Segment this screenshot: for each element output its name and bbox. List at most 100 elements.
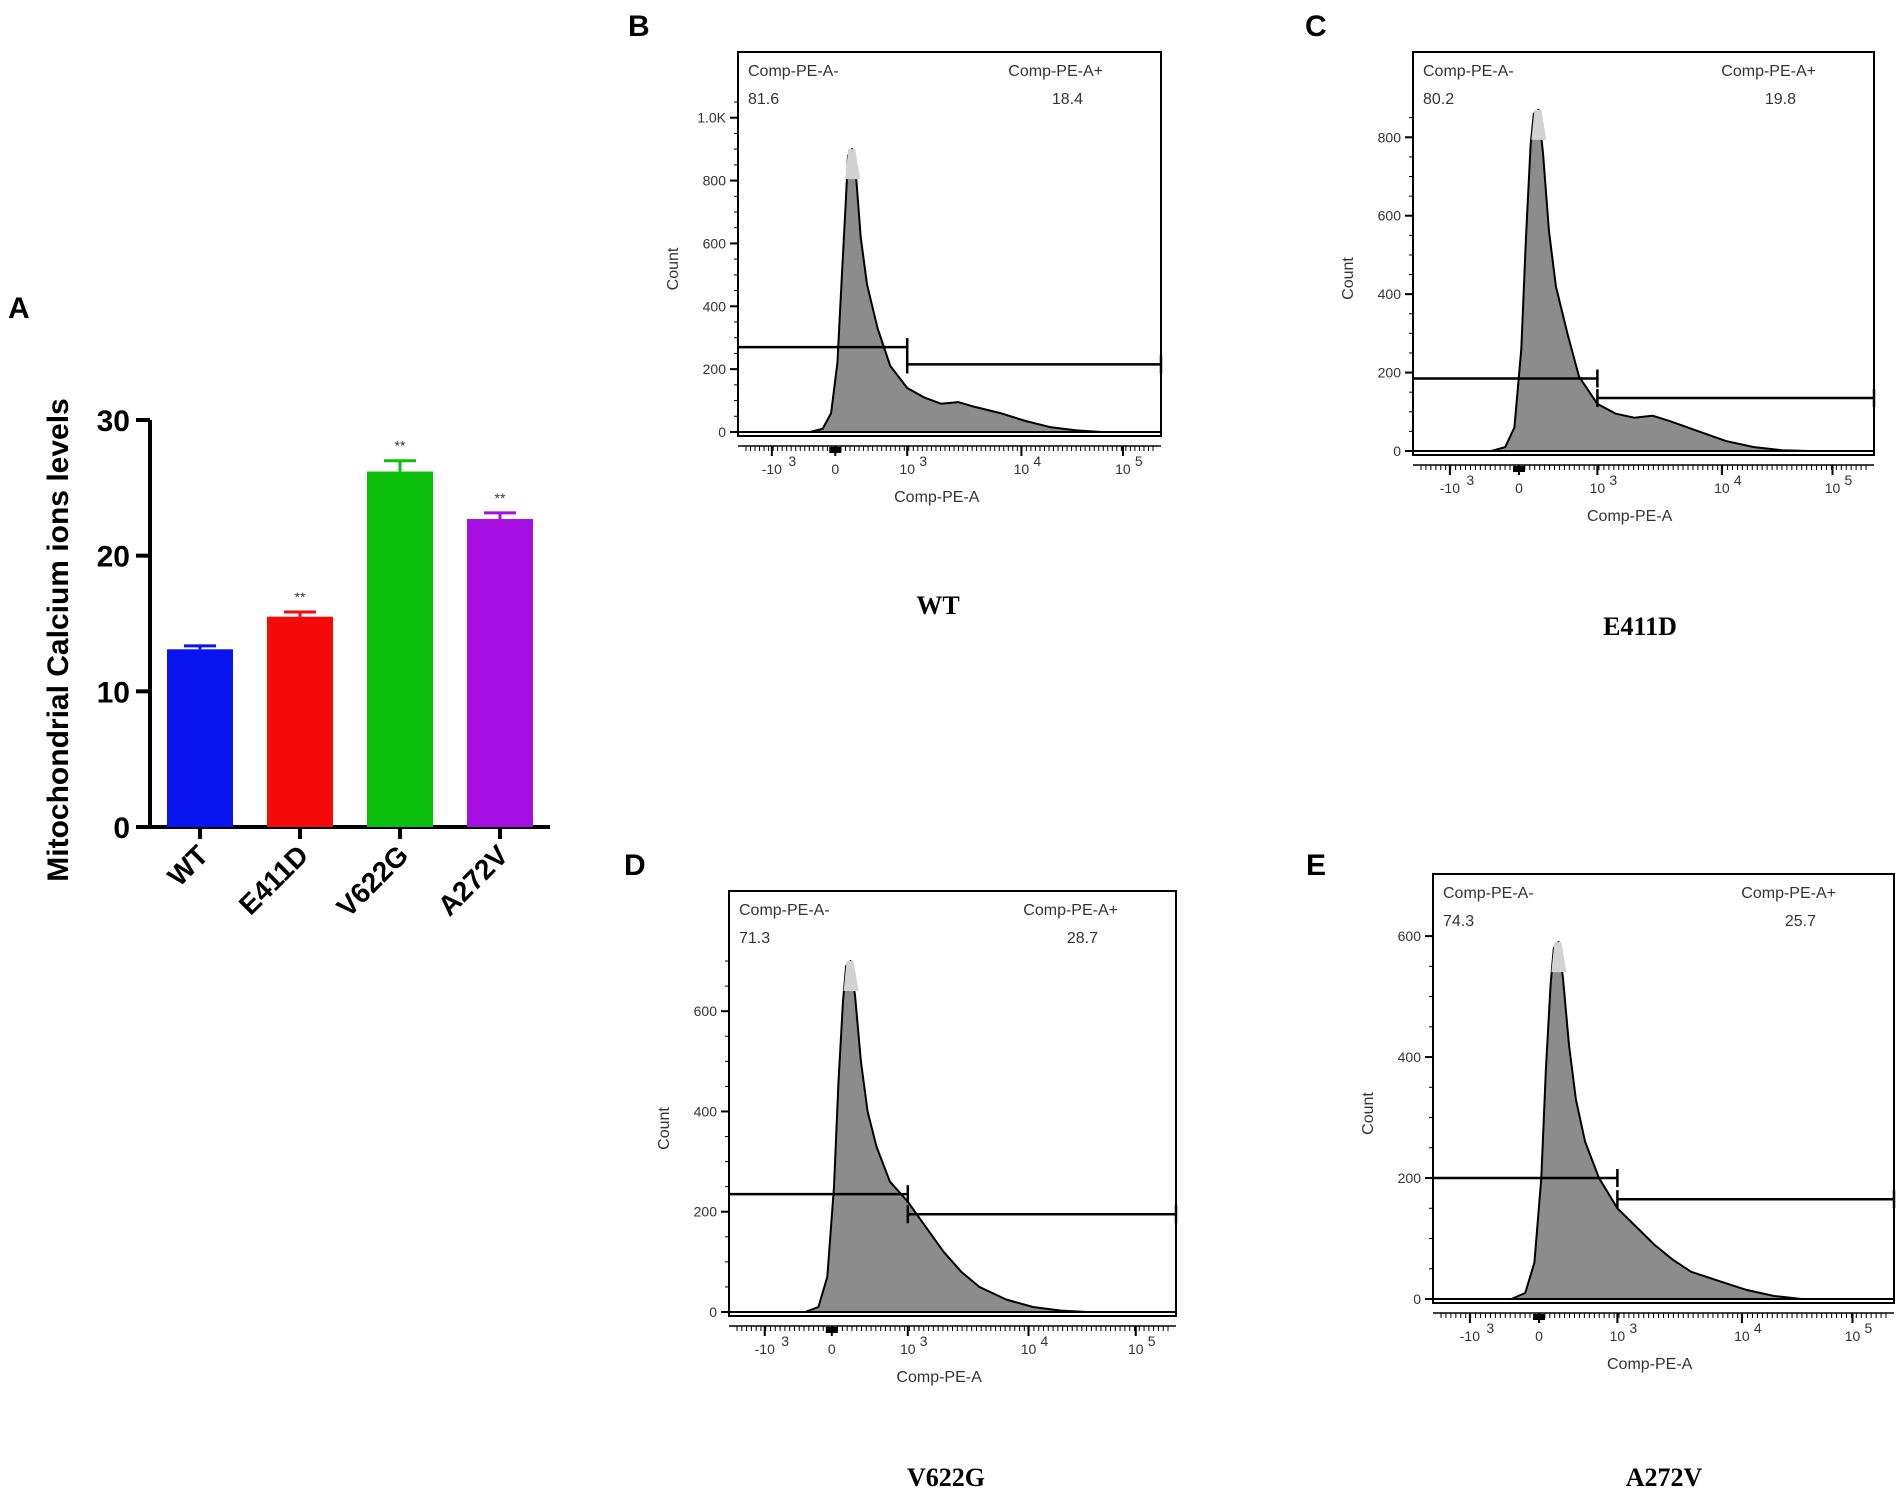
bar-chart-y-axis-label: Mitochondrial Calcium ions levels xyxy=(42,398,75,881)
y-tick-label: 1.0K xyxy=(697,110,726,126)
histogram xyxy=(1432,941,1895,1300)
panel-letter: B xyxy=(628,10,650,43)
y-tick-label: 800 xyxy=(1378,129,1402,145)
y-axis-label: Count xyxy=(665,247,682,290)
x-tick-exponent: 3 xyxy=(781,1333,789,1349)
x-tick-label: -10 xyxy=(1460,1328,1480,1344)
bar-chart-category-label: V622G xyxy=(331,839,415,923)
histogram-peak-highlight xyxy=(1551,942,1567,973)
x-tick-label: 10 xyxy=(1825,480,1841,496)
bar-chart-body: 0 10 20 30 WT ** E411D ** V622G ** A272V xyxy=(97,405,550,923)
y-tick-label: 400 xyxy=(1378,286,1402,302)
bar-chart-panel-a: A 0 10 20 30 WT ** E411D ** V622G ** A272V Mitocho… xyxy=(8,292,550,923)
gate-negative-label: Comp-PE-A- xyxy=(739,902,830,919)
x-tick-label: 10 xyxy=(1021,1341,1037,1357)
x-tick-label: 10 xyxy=(1845,1328,1861,1344)
x-zero-tick-cluster xyxy=(829,447,842,453)
plot-frame xyxy=(1412,51,1875,456)
histogram xyxy=(728,960,1177,1313)
gate-negative-value: 71.3 xyxy=(739,930,770,947)
x-tick-exponent: 5 xyxy=(1865,1320,1873,1336)
gate-negative-value: 80.2 xyxy=(1423,91,1454,108)
x-axis-label: Comp-PE-A xyxy=(894,489,980,506)
y-tick-label: 600 xyxy=(694,1003,718,1019)
x-tick-exponent: 3 xyxy=(920,1333,928,1349)
x-tick-exponent: 3 xyxy=(1609,472,1617,488)
gate-positive-value: 18.4 xyxy=(1052,91,1083,108)
panel-caption: WT xyxy=(916,591,959,620)
x-tick-label: -10 xyxy=(762,461,782,477)
histogram-peak-highlight xyxy=(1531,109,1547,140)
bar-chart-y-tick-label: 10 xyxy=(97,676,130,709)
gate-positive-label: Comp-PE-A+ xyxy=(1721,63,1816,80)
histogram-peak-highlight xyxy=(843,961,859,992)
gate-positive-value: 25.7 xyxy=(1785,913,1816,930)
x-tick-label: 10 xyxy=(1714,480,1730,496)
x-tick-label: 10 xyxy=(1115,461,1131,477)
x-tick-exponent: 3 xyxy=(919,453,927,469)
y-tick-label: 400 xyxy=(694,1103,718,1119)
bar-chart-category-label: WT xyxy=(162,839,215,892)
x-tick-label: 10 xyxy=(1610,1328,1626,1344)
bar-a272v xyxy=(467,519,533,827)
x-tick-label: 0 xyxy=(1515,480,1523,496)
panel-letter: C xyxy=(1305,10,1327,43)
gate-negative-value: 74.3 xyxy=(1443,913,1474,930)
x-tick-exponent: 3 xyxy=(788,453,796,469)
plot-frame xyxy=(728,890,1177,1317)
x-tick-exponent: 3 xyxy=(1486,1320,1494,1336)
bar-e411d xyxy=(267,616,333,827)
x-tick-exponent: 5 xyxy=(1135,453,1143,469)
plot-frame xyxy=(1432,873,1895,1304)
significance-marker-e411d: ** xyxy=(295,589,306,605)
histogram-peak-highlight xyxy=(845,149,861,180)
x-zero-tick-cluster xyxy=(825,1327,838,1333)
y-axis-label: Count xyxy=(656,1107,673,1150)
x-tick-label: -10 xyxy=(755,1341,775,1357)
y-axis-label: Count xyxy=(1360,1092,1377,1135)
panel-letter-a: A xyxy=(8,292,30,325)
x-tick-exponent: 5 xyxy=(1845,472,1853,488)
x-tick-label: 0 xyxy=(1535,1328,1543,1344)
x-tick-label: -10 xyxy=(1440,480,1460,496)
y-tick-label: 600 xyxy=(703,235,727,251)
x-tick-label: 10 xyxy=(900,1341,916,1357)
x-tick-label: 10 xyxy=(1128,1341,1144,1357)
bar-chart-y-tick-label: 0 xyxy=(113,812,130,845)
x-tick-exponent: 4 xyxy=(1040,1333,1048,1349)
gate-negative-value: 81.6 xyxy=(748,91,779,108)
y-tick-label: 600 xyxy=(1378,208,1402,224)
y-tick-label: 0 xyxy=(1413,1291,1421,1307)
gate-positive-value: 19.8 xyxy=(1765,91,1796,108)
x-zero-tick-cluster xyxy=(1513,466,1526,472)
gate-positive-label: Comp-PE-A+ xyxy=(1741,885,1836,902)
x-tick-exponent: 4 xyxy=(1033,453,1041,469)
y-tick-label: 0 xyxy=(718,424,726,440)
y-tick-label: 400 xyxy=(703,298,727,314)
bar-chart-y-tick-label: 30 xyxy=(97,405,130,438)
x-tick-exponent: 3 xyxy=(1466,472,1474,488)
y-axis-label: Count xyxy=(1340,257,1357,300)
bar-chart-category-label: A272V xyxy=(432,839,515,922)
y-tick-label: 400 xyxy=(1398,1049,1422,1065)
x-tick-label: 0 xyxy=(831,461,839,477)
gate-positive-label: Comp-PE-A+ xyxy=(1008,63,1103,80)
significance-marker-v622g: ** xyxy=(395,438,406,454)
bar-chart-y-tick-label: 20 xyxy=(97,541,130,574)
y-tick-label: 800 xyxy=(703,173,727,189)
x-tick-exponent: 4 xyxy=(1754,1320,1762,1336)
gate-negative-label: Comp-PE-A- xyxy=(1423,63,1514,80)
histogram xyxy=(1412,108,1875,452)
gate-positive-value: 28.7 xyxy=(1067,930,1098,947)
y-tick-label: 200 xyxy=(1398,1170,1422,1186)
y-tick-label: 200 xyxy=(703,361,727,377)
bar-chart-category-label: E411D xyxy=(233,839,314,920)
x-tick-label: 10 xyxy=(899,461,915,477)
y-tick-label: 0 xyxy=(709,1304,717,1320)
x-tick-label: 10 xyxy=(1590,480,1606,496)
